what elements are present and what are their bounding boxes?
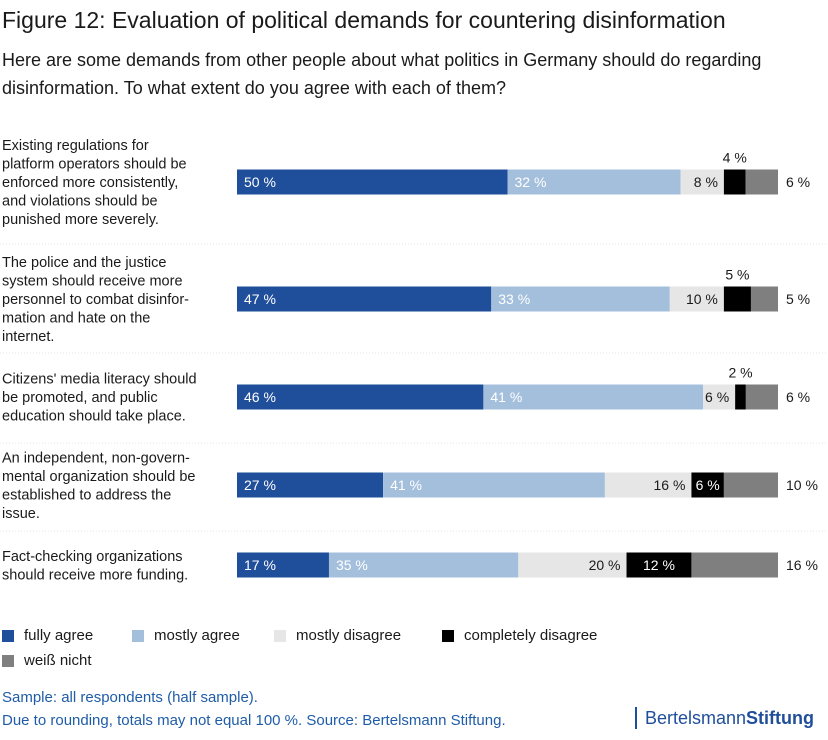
category-label: Fact-checking organizations should receiv… xyxy=(2,549,188,584)
bar-completely-disagree xyxy=(723,169,746,195)
footer-sample: Sample: all respondents (half sample). xyxy=(2,689,258,706)
chart-subtitle: Here are some demands from other people … xyxy=(2,50,762,98)
data-label-completely-disagree: 4 % xyxy=(723,150,747,166)
category-label-line: mental organization should be xyxy=(2,469,195,485)
data-label-mostly-disagree: 6 % xyxy=(705,389,729,405)
footer-note: Due to rounding, totals may not equal 10… xyxy=(2,712,506,729)
legend-swatch-fully-agree xyxy=(2,629,14,642)
legend-label-mostly-disagree: mostly disagree xyxy=(296,627,402,644)
category-label-line: personnel to combat disinfor- xyxy=(2,292,189,308)
category-label: Citizens' media literacy should be promot… xyxy=(2,372,197,425)
bar-mostly-disagree xyxy=(680,169,724,195)
bar-fully-agree xyxy=(237,472,384,498)
data-label-fully-agree: 27 % xyxy=(244,477,276,493)
bar-weiss-nicht xyxy=(691,552,778,578)
bar-completely-disagree xyxy=(691,472,724,498)
data-label-mostly-disagree: 8 % xyxy=(694,174,718,190)
data-label-completely-disagree: 12 % xyxy=(643,557,675,573)
brand-part1: Bertelsmann xyxy=(644,708,747,728)
legend-swatch-mostly-disagree xyxy=(274,629,286,642)
brand-part2: Stiftung xyxy=(746,708,814,728)
category-label-line: be promoted, and public xyxy=(2,390,158,406)
legend-swatch-mostly-agree xyxy=(132,629,144,642)
legend-swatch-weiss-nicht xyxy=(2,654,14,667)
bar-weiss-nicht xyxy=(723,472,778,498)
bar-mostly-disagree xyxy=(518,552,627,578)
data-label-weiss-nicht: 5 % xyxy=(786,291,810,307)
bar-mostly-disagree xyxy=(669,286,724,312)
legend-item-mostly-disagree: mostly disagree xyxy=(274,627,401,644)
data-label-fully-agree: 46 % xyxy=(244,389,276,405)
bar-fully-agree xyxy=(237,169,508,195)
bar-weiss-nicht xyxy=(745,169,778,195)
category-label-line: internet. xyxy=(2,329,54,345)
category-label-line: Fact-checking organizations xyxy=(2,549,183,565)
bar-mostly-agree xyxy=(328,552,519,578)
data-label-mostly-disagree: 16 % xyxy=(654,477,686,493)
category-label-line: Existing regulations for xyxy=(2,138,149,154)
category-label: An independent, non-govern-mental organi… xyxy=(2,450,195,522)
category-label-line: enforced more consistently, xyxy=(2,175,178,191)
data-label-mostly-disagree: 20 % xyxy=(589,557,621,573)
data-label-mostly-agree: 35 % xyxy=(336,557,368,573)
category-label-line: An independent, non-govern- xyxy=(2,450,190,466)
data-label-mostly-disagree: 10 % xyxy=(686,291,718,307)
bar-completely-disagree xyxy=(735,384,746,410)
bar-fully-agree xyxy=(237,552,329,578)
legend-label-completely-disagree: completely disagree xyxy=(464,627,598,644)
legend-label-fully-agree: fully agree xyxy=(24,627,94,644)
category-label-line: platform operators should be xyxy=(2,157,187,173)
category-label-line: mation and hate on the xyxy=(2,311,150,327)
category-label-line: established to address the xyxy=(2,487,171,503)
bar-weiss-nicht xyxy=(745,384,778,410)
legend-item-fully-agree: fully agree xyxy=(2,627,93,644)
data-label-completely-disagree: 6 % xyxy=(696,477,720,493)
bar-fully-agree xyxy=(237,286,492,312)
data-label-mostly-agree: 41 % xyxy=(390,477,422,493)
data-label-completely-disagree: 5 % xyxy=(725,267,749,283)
data-label-fully-agree: 47 % xyxy=(244,291,276,307)
data-label-weiss-nicht: 6 % xyxy=(786,389,810,405)
legend-item-completely-disagree: completely disagree xyxy=(442,627,597,644)
data-label-weiss-nicht: 6 % xyxy=(786,174,810,190)
data-label-mostly-agree: 41 % xyxy=(490,389,522,405)
chart-title: Figure 12: Evaluation of political deman… xyxy=(2,7,726,33)
data-label-completely-disagree: 2 % xyxy=(728,365,752,381)
data-label-fully-agree: 50 % xyxy=(244,174,276,190)
brand-logo: BertelsmannStiftung xyxy=(634,707,814,729)
stacked-bar-chart: Existing regulations for platform operato… xyxy=(0,138,828,584)
bar-mostly-agree xyxy=(383,472,605,498)
category-label-line: The police and the justice xyxy=(2,255,166,271)
bar-mostly-disagree xyxy=(703,384,736,410)
legend-item-mostly-agree: mostly agree xyxy=(132,627,240,644)
data-label-mostly-agree: 32 % xyxy=(515,174,547,190)
data-label-weiss-nicht: 10 % xyxy=(786,477,818,493)
bar-mostly-agree xyxy=(483,384,704,410)
bar-completely-disagree xyxy=(723,286,751,312)
category-label-line: system should receive more xyxy=(2,274,183,290)
bar-weiss-nicht xyxy=(750,286,778,312)
legend-swatch-completely-disagree xyxy=(442,629,454,642)
legend-label-mostly-agree: mostly agree xyxy=(154,627,240,644)
category-label-line: education should take place. xyxy=(2,409,186,425)
category-label: Existing regulations for platform operato… xyxy=(2,138,187,228)
category-label-line: should receive more funding. xyxy=(2,567,188,583)
category-label: The police and the justice system should … xyxy=(2,255,189,345)
legend-label-weiss-nicht: weiß nicht xyxy=(24,652,92,669)
category-label-line: Citizens' media literacy should xyxy=(2,372,197,388)
data-label-weiss-nicht: 16 % xyxy=(786,557,818,573)
category-label-line: and violations should be xyxy=(2,194,158,210)
data-label-fully-agree: 17 % xyxy=(244,557,276,573)
bar-mostly-disagree xyxy=(604,472,692,498)
bar-fully-agree xyxy=(237,384,484,410)
data-label-mostly-agree: 33 % xyxy=(498,291,530,307)
category-label-line: issue. xyxy=(2,506,40,522)
bar-mostly-agree xyxy=(507,169,681,195)
bar-completely-disagree xyxy=(626,552,692,578)
legend-item-weiss-nicht: weiß nicht xyxy=(2,652,92,669)
bar-mostly-agree xyxy=(491,286,670,312)
category-label-line: punished more severely. xyxy=(2,212,159,228)
